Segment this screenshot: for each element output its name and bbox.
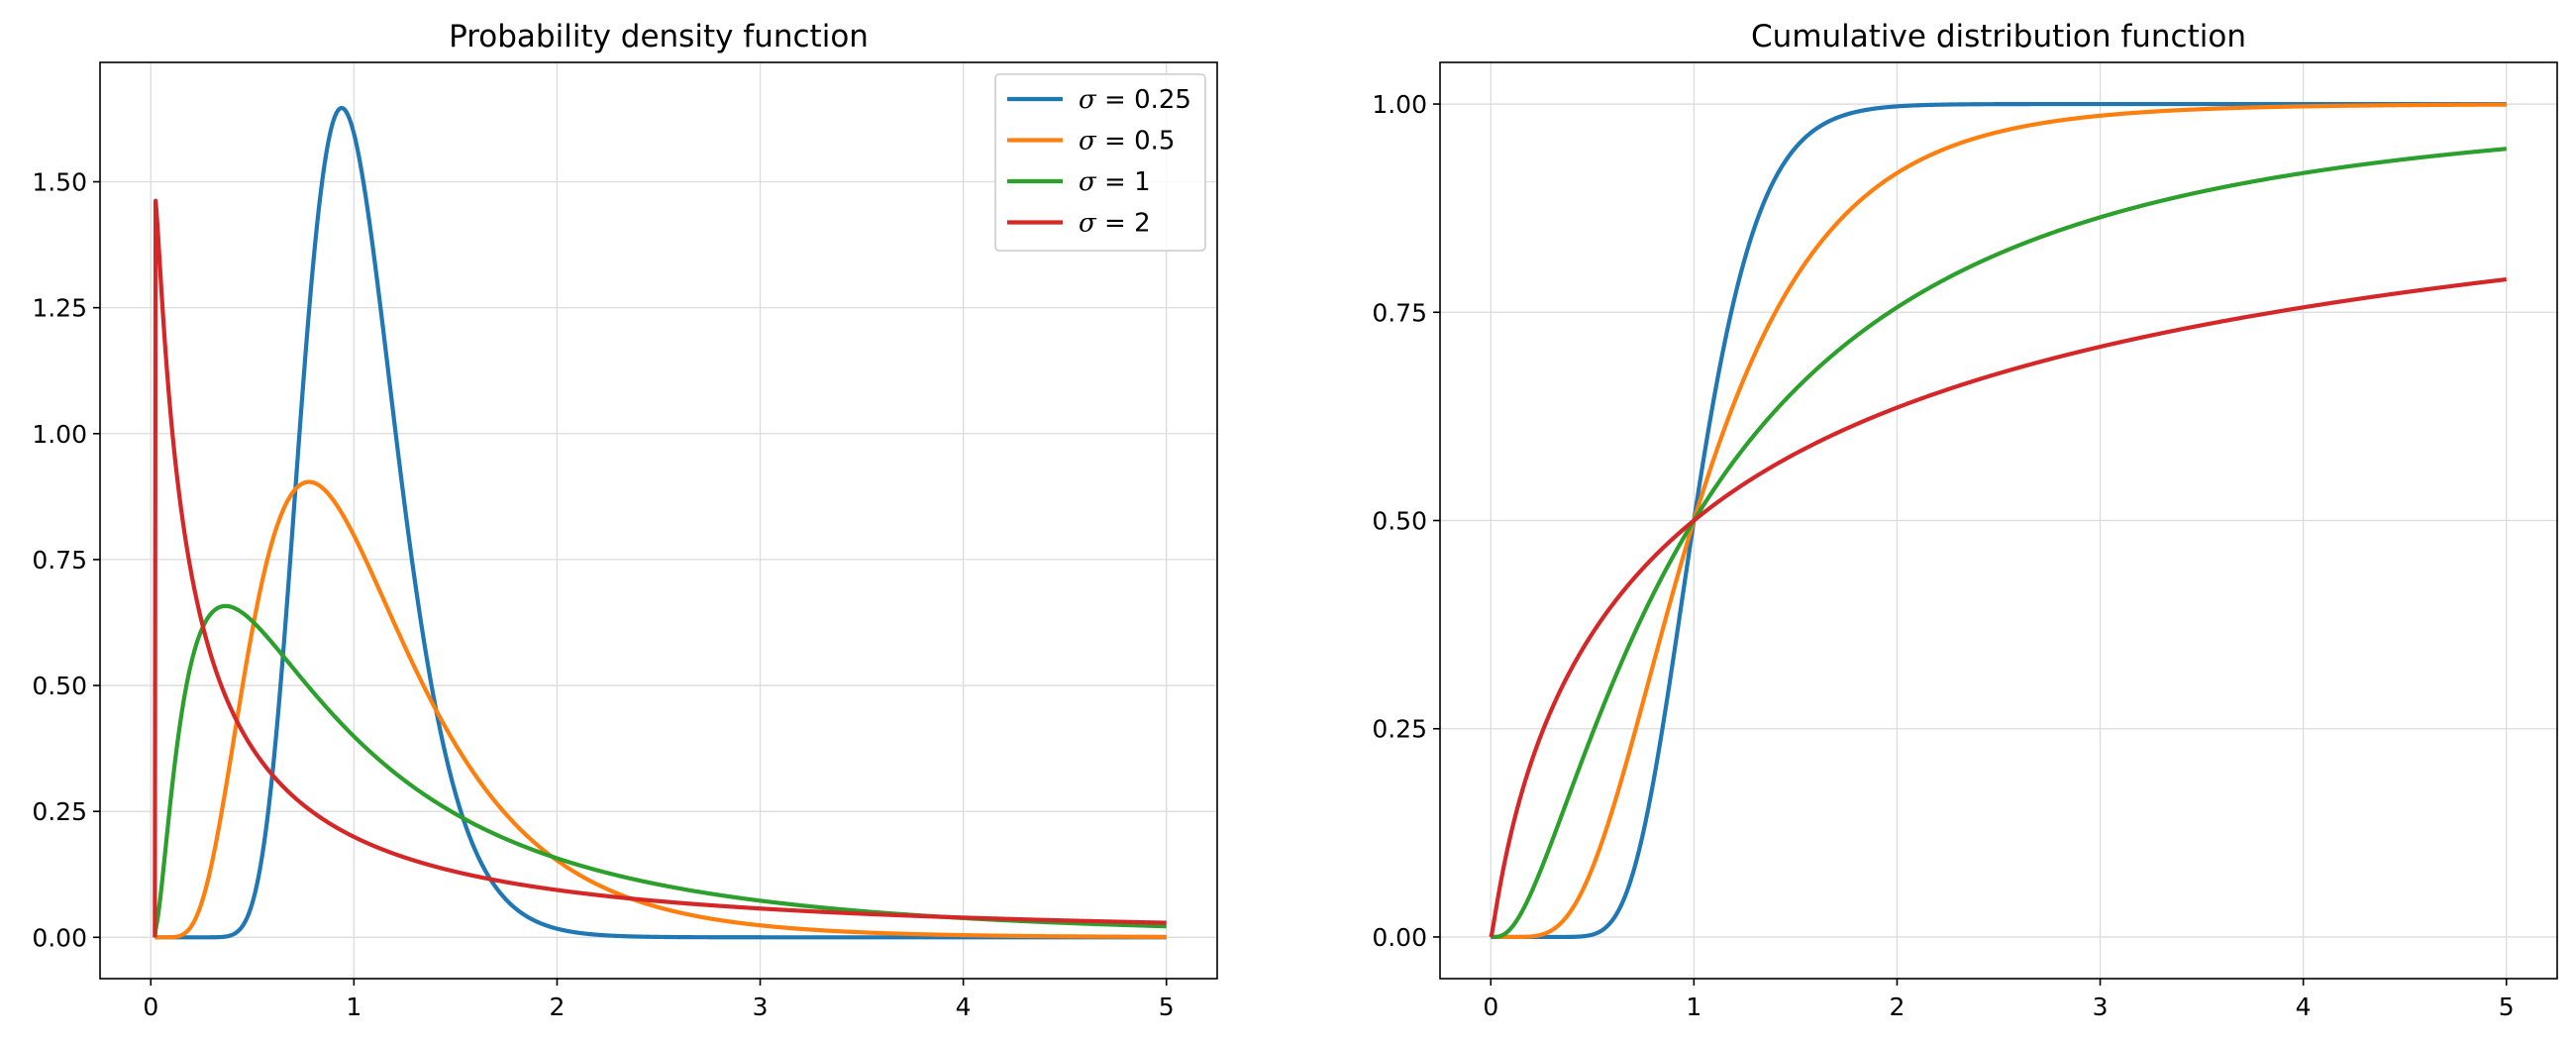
x-tick-label: 2: [1890, 992, 1906, 1021]
y-tick-label: 1.25: [32, 294, 87, 323]
y-tick-label: 1.00: [32, 420, 87, 449]
x-tick-label: 2: [550, 992, 566, 1021]
y-tick-label: 0.75: [32, 546, 87, 574]
legend-label: σ = 0.5: [1079, 127, 1175, 157]
cdf-panel: 0 1 2 3 4 5 0.00 0.25 0.50 0.75 1.00 Cumulative dis…: [1372, 19, 2558, 1021]
legend: σ = 0.25 σ = 0.5 σ = 1 σ = 2: [994, 73, 1206, 252]
series-line-sigma-0-5: [1489, 102, 2509, 940]
x-tick-label: 3: [753, 992, 769, 1021]
y-tick-label: 0.50: [32, 672, 87, 700]
y-tick-label: 1.00: [1372, 90, 1427, 119]
series-lines: [1489, 101, 2509, 940]
legend-label: σ = 2: [1079, 209, 1151, 239]
x-tick-label: 4: [956, 992, 972, 1021]
chart-title: Cumulative distribution function: [1751, 19, 2246, 54]
x-tick-label: 0: [143, 992, 158, 1021]
chart-title: Probability density function: [449, 19, 869, 54]
x-tick-label: 0: [1483, 992, 1498, 1021]
axes-frame: [99, 61, 1218, 980]
y-tick-label: 0.50: [1372, 507, 1427, 536]
y-tick-label: 0.25: [32, 797, 87, 826]
series-line-sigma-1: [1489, 147, 2509, 940]
y-tick-label: 0.25: [1372, 715, 1427, 744]
y-tick-label: 1.50: [32, 168, 87, 197]
series-line-sigma-2: [153, 198, 1169, 938]
y-tick-label: 0.00: [32, 923, 87, 952]
y-tick-label: 0.00: [1372, 923, 1427, 952]
x-tick-label: 1: [346, 992, 361, 1021]
x-tick-label: 5: [2499, 992, 2515, 1021]
series-line-sigma-2: [1489, 276, 2509, 938]
legend-label: σ = 1: [1079, 167, 1151, 197]
legend-label: σ = 0.25: [1079, 85, 1191, 115]
x-tick-label: 4: [2296, 992, 2312, 1021]
series-lines: [153, 105, 1169, 940]
x-tick-label: 1: [1686, 992, 1701, 1021]
y-tick-label: 0.75: [1372, 298, 1427, 327]
series-line-sigma-0-5: [154, 479, 1169, 940]
x-tick-label: 5: [1159, 992, 1175, 1021]
x-tick-label: 3: [2093, 992, 2109, 1021]
pdf-panel: 0 1 2 3 4 5 0.00 0.25 0.50 0.75 1.00 1.25 1.50 Probab…: [32, 19, 1218, 1021]
